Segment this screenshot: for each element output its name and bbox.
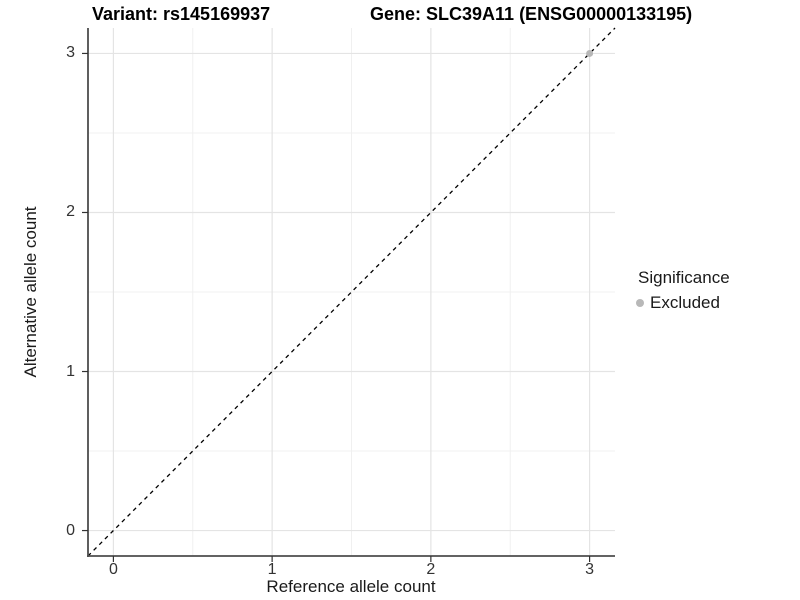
variant-title: Variant: rs145169937 bbox=[92, 4, 271, 24]
legend-title: Significance bbox=[638, 268, 730, 287]
y-tick-label: 1 bbox=[66, 362, 75, 380]
y-tick-label: 3 bbox=[66, 44, 75, 62]
x-tick-label: 2 bbox=[426, 561, 436, 578]
legend-point-icon bbox=[636, 299, 644, 307]
data-point bbox=[586, 49, 594, 57]
x-axis-title: Reference allele count bbox=[266, 577, 436, 596]
x-tick-label: 3 bbox=[585, 561, 595, 578]
legend-item-label: Excluded bbox=[650, 293, 720, 312]
legend: Significance Excluded bbox=[636, 268, 730, 313]
y-axis-title: Alternative allele count bbox=[21, 206, 40, 378]
y-tick-label: 2 bbox=[66, 203, 75, 221]
x-tick-label: 0 bbox=[108, 561, 118, 578]
identity-dashed-line bbox=[87, 27, 616, 557]
x-tick-label: 1 bbox=[267, 561, 277, 578]
legend-item-excluded: Excluded bbox=[636, 293, 730, 313]
gene-title: Gene: SLC39A11 (ENSG00000133195) bbox=[370, 4, 693, 24]
y-tick-label: 0 bbox=[66, 521, 75, 539]
